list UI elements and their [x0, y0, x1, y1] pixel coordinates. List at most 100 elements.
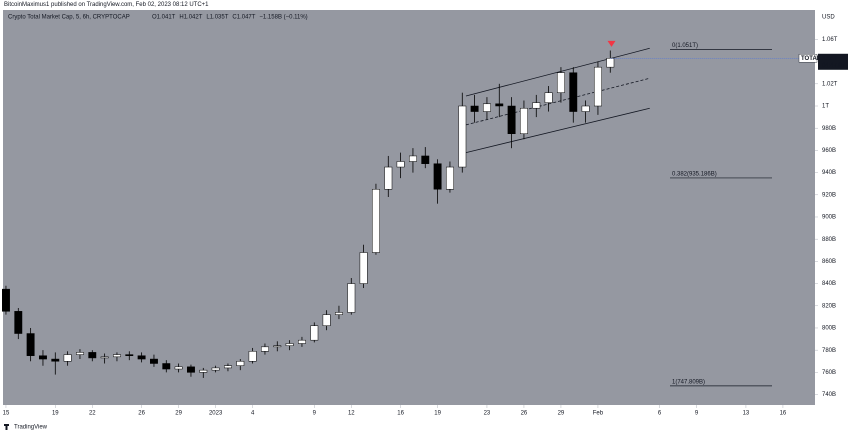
candle-body	[248, 351, 257, 362]
candle-body	[507, 105, 516, 134]
candle-body	[569, 72, 578, 112]
y-tick-label: 760B	[822, 370, 836, 376]
candle-body	[236, 361, 245, 366]
x-tick-label: 16	[397, 411, 404, 417]
candle-body	[39, 355, 47, 360]
x-tick-label: 9	[313, 411, 317, 417]
x-tick-label: Feb	[593, 411, 604, 417]
candle-body	[458, 105, 467, 168]
fib-label: 0(1.051T)	[672, 43, 698, 49]
candle-body	[396, 161, 405, 168]
candle-body	[495, 103, 504, 107]
candle-body	[606, 58, 615, 68]
chart-title: Crypto Total Market Cap, 5, 6h, CRYPTOCA…	[8, 15, 130, 21]
candle-body	[174, 366, 183, 370]
y-tick-label: 980B	[822, 126, 836, 132]
channel-middle	[465, 77, 650, 126]
x-tick-label: 26	[138, 411, 145, 417]
candle-body	[199, 369, 208, 373]
fib-label: 1(747.809B)	[672, 379, 705, 385]
footer-brand: TradingView	[14, 425, 48, 431]
countdown: 04:47:07	[822, 63, 846, 69]
candle-body	[334, 312, 343, 315]
y-tick-label: 900B	[822, 215, 836, 221]
x-tick-label: 23	[484, 411, 491, 417]
x-tick-label: 6	[658, 411, 662, 417]
symbol-label: TOTAL	[801, 56, 821, 62]
channel-upper	[465, 47, 650, 97]
legend-value: −1.158B (−0.11%)	[259, 15, 307, 21]
candle-body	[433, 163, 442, 190]
candle-body	[532, 102, 541, 109]
candle-body	[26, 333, 35, 356]
candle-body	[162, 363, 171, 370]
symbol-box	[798, 54, 818, 63]
y-tick-label: 1T	[822, 104, 829, 110]
y-tick-label: 820B	[822, 303, 836, 309]
candle-body	[482, 103, 491, 112]
y-tick-label: 1.02T	[822, 81, 838, 87]
logo	[4, 424, 9, 430]
candle-body	[359, 252, 368, 284]
candle-body	[273, 345, 282, 348]
candle-body	[298, 339, 306, 344]
candle-body	[100, 356, 109, 359]
candle-body	[581, 105, 590, 112]
x-tick-label: 9	[695, 411, 699, 417]
candle-body	[347, 283, 356, 313]
y-tick-label: 1.06T	[822, 37, 838, 43]
y-tick-label: 780B	[822, 348, 836, 354]
y-tick-label: 920B	[822, 192, 836, 198]
x-tick-label: 13	[743, 411, 750, 417]
x-tick-label: 29	[175, 411, 182, 417]
candle-body	[76, 352, 84, 355]
candle-body	[224, 365, 232, 369]
candle-body	[556, 72, 565, 93]
x-tick-label: 26	[521, 411, 528, 417]
y-tick-label: 740B	[822, 392, 836, 398]
y-tick-label: 940B	[822, 170, 836, 176]
y-tick-label: 800B	[822, 326, 836, 332]
candle-body	[14, 311, 23, 334]
candle-body	[261, 346, 269, 352]
candle-body	[150, 358, 158, 364]
x-tick-label: 12	[348, 411, 355, 417]
candle-body	[408, 155, 417, 162]
y-tick-label: 960B	[822, 148, 836, 154]
candle-body	[51, 358, 60, 362]
signal-marker	[607, 40, 616, 47]
candle-body	[445, 166, 454, 190]
candle-body	[371, 188, 380, 253]
x-tick-label: 15	[3, 411, 10, 417]
candle-body	[384, 166, 393, 190]
candle-body	[593, 66, 602, 107]
candle-body	[211, 367, 220, 371]
candle-body	[470, 105, 479, 112]
candle-body	[2, 288, 10, 312]
x-tick-label: 19	[52, 411, 59, 417]
candle-body	[125, 354, 134, 356]
x-tick-label: 19	[434, 411, 441, 417]
candle-body	[421, 155, 430, 164]
price-box	[818, 53, 848, 70]
candle-body	[519, 107, 528, 134]
legend-value: H1.042T	[179, 15, 202, 21]
x-tick-label: 29	[558, 411, 565, 417]
price-label: 1.04T	[822, 56, 838, 62]
x-tick-label: 16	[780, 411, 787, 417]
y-unit: USD	[822, 15, 835, 21]
x-tick-label: 22	[89, 411, 96, 417]
candle-body	[113, 354, 121, 358]
byline: BitcoinMaximus1 published on TradingView…	[4, 2, 209, 8]
legend-value: C1.047T	[232, 15, 255, 21]
candle-body	[63, 354, 72, 362]
candle-body	[285, 343, 294, 346]
candle-body	[137, 355, 146, 360]
candle-body	[88, 352, 97, 359]
plot-area	[3, 10, 815, 405]
candle-body	[544, 92, 553, 103]
channel-lower	[465, 107, 650, 154]
y-tick-label: 880B	[822, 237, 836, 243]
candle-body	[187, 366, 195, 373]
